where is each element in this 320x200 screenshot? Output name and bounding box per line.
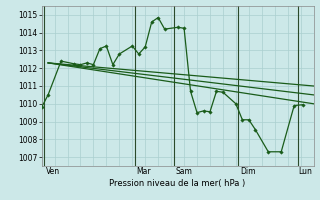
- Text: Sam: Sam: [175, 167, 192, 176]
- Text: Lun: Lun: [298, 167, 312, 176]
- Text: Ven: Ven: [45, 167, 60, 176]
- Text: Pression niveau de la mer( hPa ): Pression niveau de la mer( hPa ): [109, 179, 246, 188]
- Text: Dim: Dim: [240, 167, 255, 176]
- Text: Mar: Mar: [136, 167, 151, 176]
